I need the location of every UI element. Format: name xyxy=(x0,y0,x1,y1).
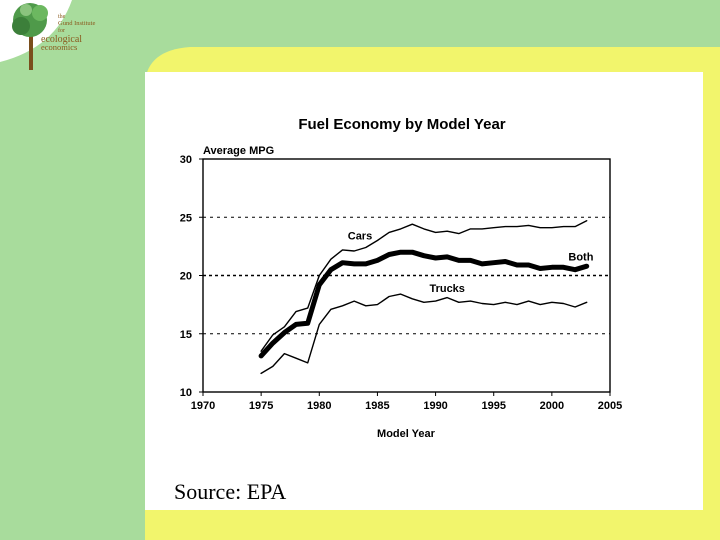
y-tick-label: 20 xyxy=(180,271,192,283)
tick-labels: 1970 1975 1980 1985 1990 1995 2000 2005 10 15 20 25… xyxy=(180,154,622,412)
logo-main-line2: economics xyxy=(41,42,77,52)
institute-logo: the Gund Institute for ecological econom… xyxy=(12,3,95,70)
x-tick-label: 1990 xyxy=(423,400,447,412)
logo-small-line3: for xyxy=(58,27,65,34)
x-tick-label: 1970 xyxy=(191,400,215,412)
x-tick-label: 1975 xyxy=(249,400,273,412)
y-tick-label: 15 xyxy=(180,329,192,341)
logo-main-line1: ecological xyxy=(41,34,82,45)
source-note: Source: EPA xyxy=(174,479,287,504)
series-line-both xyxy=(258,249,590,359)
chart-title: Fuel Economy by Model Year xyxy=(298,116,505,133)
series-annotations: Cars Both Trucks xyxy=(348,230,594,294)
x-tick-label: 1995 xyxy=(481,400,505,412)
series-lines xyxy=(258,219,590,375)
gridlines xyxy=(203,216,610,335)
y-tick-label: 25 xyxy=(180,212,192,224)
annotation-cars: Cars xyxy=(348,230,372,242)
x-axis-label: Model Year xyxy=(377,428,436,440)
y-tick-label: 30 xyxy=(180,154,192,166)
annotation-trucks: Trucks xyxy=(429,283,464,295)
x-tick-label: 2000 xyxy=(540,400,564,412)
series-line-trucks xyxy=(260,293,588,375)
x-tick-label: 2005 xyxy=(598,400,622,412)
logo-small-line2: Gund Institute xyxy=(58,20,95,27)
tree-icon xyxy=(12,3,48,70)
series-line-cars xyxy=(260,219,588,352)
y-tick-label: 10 xyxy=(180,387,192,399)
axes xyxy=(199,158,611,396)
logo-small-line1: the xyxy=(58,14,66,20)
x-tick-label: 1980 xyxy=(307,400,331,412)
annotation-both: Both xyxy=(568,251,593,263)
x-tick-label: 1985 xyxy=(365,400,389,412)
y-axis-label: Average MPG xyxy=(203,145,274,157)
